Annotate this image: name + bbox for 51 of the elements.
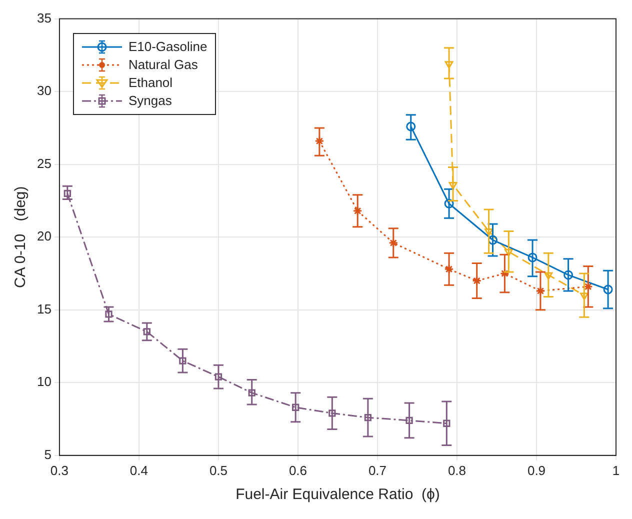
point [214,373,222,380]
y-tick-label: 35 [36,10,52,26]
legend-label: E10-Gasoline [128,39,208,54]
point [583,282,593,292]
point [472,276,482,286]
x-tick-label: 0.3 [50,462,68,478]
point [179,357,186,364]
point [143,328,150,336]
point [544,272,553,280]
x-tick-label: 0.6 [288,462,308,478]
legend-label: Syngas [128,93,172,108]
point [536,286,546,296]
point [314,136,324,146]
point [488,235,498,245]
point [406,416,413,424]
point [444,264,454,274]
point [448,182,458,190]
legend-label: Ethanol [128,75,173,90]
y-tick-label: 15 [36,301,52,316]
point [352,206,362,216]
point [528,252,538,262]
x-tick-label: 0.8 [448,462,466,478]
point [444,61,454,69]
point [292,404,300,411]
x-tick-label: 0.5 [209,462,228,478]
point [443,420,450,427]
point [64,190,71,198]
y-tick-label: 20 [36,228,52,244]
point [484,228,494,236]
x-axis-title: Fuel-Air Equivalence Ratio (ϕ) [236,486,440,504]
point [444,198,454,208]
point [500,268,510,278]
point [504,248,513,256]
y-tick-label: 10 [36,374,52,390]
point [364,414,372,422]
point [564,270,574,280]
point [388,238,398,248]
point [580,292,588,300]
y-tick-label: 30 [36,83,52,98]
x-tick-label: 0.9 [527,462,546,478]
point [603,284,613,294]
x-tick-label: 0.4 [130,462,148,478]
point [406,122,416,132]
x-tick-label: 0.7 [368,462,387,478]
y-axis-title: CA 0-10 (deg) [12,186,30,288]
point [328,410,336,417]
y-tick-label: 5 [44,446,52,462]
x-tick-label: 1 [612,462,620,478]
legend-label: Natural Gas [128,57,198,72]
y-tick-label: 25 [36,156,52,171]
point [248,389,256,396]
